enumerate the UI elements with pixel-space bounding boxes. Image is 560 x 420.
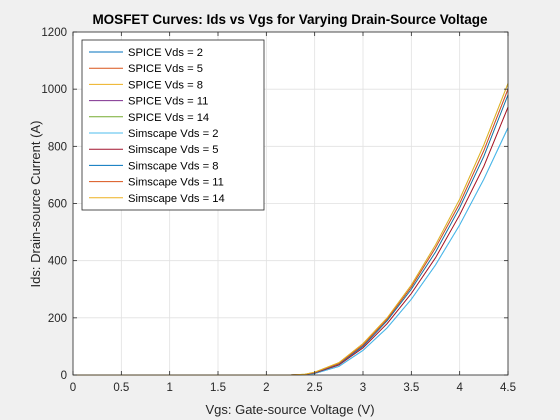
x-tick-label: 0.5: [113, 382, 129, 394]
x-tick-label: 2: [263, 382, 269, 394]
legend-label: SPICE Vds = 14: [128, 112, 209, 124]
chart-title: MOSFET Curves: Ids vs Vgs for Varying Dr…: [92, 12, 488, 27]
legend-label: Simscape Vds = 11: [128, 177, 224, 189]
y-tick-label: 1200: [41, 27, 67, 39]
x-tick-label: 1: [166, 382, 172, 394]
y-tick-label: 0: [61, 370, 67, 382]
legend-label: SPICE Vds = 2: [128, 47, 203, 59]
x-tick-label: 4.5: [500, 382, 516, 394]
legend-label: SPICE Vds = 11: [128, 96, 208, 108]
y-tick-label: 600: [48, 199, 67, 211]
x-tick-label: 3: [360, 382, 366, 394]
y-tick-label: 800: [48, 141, 67, 153]
x-tick-label: 0: [70, 382, 76, 394]
x-tick-label: 4: [456, 382, 463, 394]
legend-label: Simscape Vds = 14: [128, 193, 225, 205]
legend-label: Simscape Vds = 8: [128, 160, 218, 172]
legend: SPICE Vds = 2 SPICE Vds = 5 SPICE Vds = 8 S…: [81, 39, 265, 211]
legend-label: SPICE Vds = 8: [128, 79, 203, 91]
x-tick-label: 3.5: [403, 382, 419, 394]
y-tick-label: 400: [48, 256, 67, 268]
ticks: 0 0.5 1 1.5 2 2.5 3 3.5 4 4.5 0 200 400 600 800 1000 120…: [41, 27, 516, 394]
y-axis-label: Ids: Drain-source Current (A): [28, 121, 43, 288]
x-tick-label: 2.5: [307, 382, 323, 394]
legend-label: SPICE Vds = 5: [128, 63, 203, 75]
x-tick-label: 1.5: [210, 382, 226, 394]
y-tick-label: 200: [48, 313, 67, 325]
y-tick-label: 1000: [41, 84, 67, 96]
legend-label: Simscape Vds = 2: [128, 128, 218, 140]
x-axis-label: Vgs: Gate-source Voltage (V): [205, 402, 374, 417]
legend-label: Simscape Vds = 5: [128, 144, 218, 156]
